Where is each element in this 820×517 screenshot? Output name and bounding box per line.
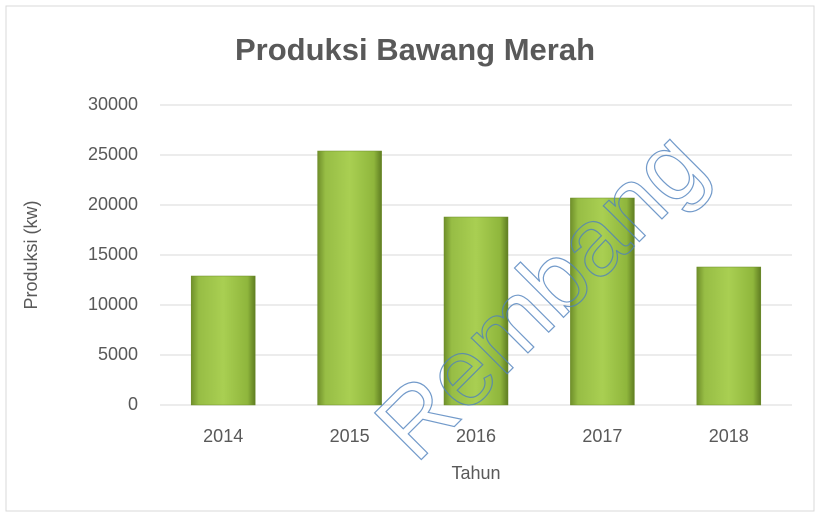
chart-title: Produksi Bawang Merah (235, 32, 595, 67)
bar (570, 197, 635, 406)
bar (443, 216, 509, 406)
y-tick-label: 5000 (98, 344, 138, 364)
y-tick-label: 20000 (88, 194, 138, 214)
bar (317, 150, 382, 406)
y-tick-label: 30000 (88, 94, 138, 114)
x-tick-label: 2017 (582, 426, 622, 446)
bar (190, 275, 256, 406)
x-tick-label: 2018 (709, 426, 749, 446)
chart-border (5, 5, 815, 512)
y-axis-label: Produksi (kw) (21, 200, 41, 309)
x-tick-label: 2016 (456, 426, 496, 446)
x-tick-label: 2014 (203, 426, 243, 446)
x-axis-label: Tahun (451, 463, 500, 483)
y-tick-label: 0 (128, 394, 138, 414)
y-tick-label: 10000 (88, 294, 138, 314)
bar (696, 266, 762, 406)
x-tick-label: 2015 (330, 426, 370, 446)
y-tick-label: 15000 (88, 244, 138, 264)
y-tick-label: 25000 (88, 144, 138, 164)
